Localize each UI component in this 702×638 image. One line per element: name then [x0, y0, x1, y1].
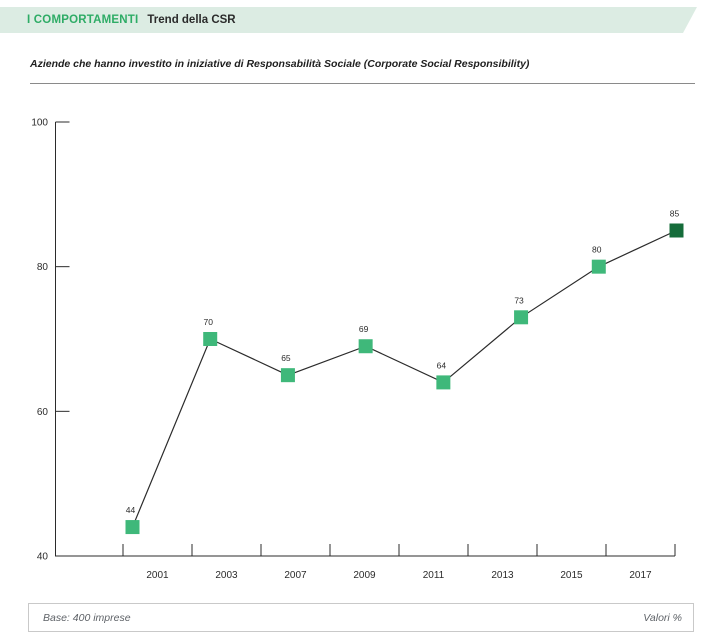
y-axis-label: 80 [37, 262, 49, 273]
data-point-marker [280, 368, 295, 383]
data-point-value: 64 [437, 360, 447, 370]
chart-footer: Base: 400 imprese Valori % [28, 603, 694, 632]
chart-subtitle: Aziende che hanno investito in iniziativ… [30, 58, 530, 70]
data-point-value: 69 [359, 324, 369, 334]
data-point-marker [669, 223, 684, 238]
x-axis-label: 2003 [215, 570, 238, 581]
values-unit-note: Valori % [643, 611, 682, 624]
x-axis-label: 2017 [629, 570, 652, 581]
x-axis-label: 2009 [353, 570, 376, 581]
data-point-marker [203, 332, 218, 346]
data-point-value: 70 [203, 317, 213, 327]
y-axis-label: 100 [31, 118, 48, 129]
data-point-marker [358, 339, 373, 354]
y-axis-label: 60 [37, 407, 49, 418]
x-axis-label: 2015 [560, 570, 583, 581]
data-point-value: 44 [126, 505, 136, 515]
x-axis-label: 2011 [423, 570, 445, 581]
data-point-value: 85 [670, 209, 680, 219]
data-point-value: 65 [281, 353, 291, 363]
x-axis-label: 2001 [146, 570, 169, 581]
x-axis-label: 2013 [491, 570, 514, 581]
x-axis-label: 2007 [284, 570, 307, 581]
base-note: Base: 400 imprese [43, 611, 131, 624]
data-point-marker [125, 520, 140, 535]
section-label: I COMPORTAMENTI [27, 14, 139, 26]
data-point-marker [436, 375, 451, 390]
divider-line [30, 83, 695, 84]
data-point-marker [514, 310, 529, 325]
page-title: Trend della CSR [147, 14, 236, 26]
trend-line [131, 229, 677, 528]
section-header-bar: I COMPORTAMENTI Trend della CSR [0, 7, 697, 33]
chart-axes [55, 122, 675, 557]
data-point-marker [591, 259, 606, 274]
data-point-value: 80 [592, 245, 602, 255]
data-point-value: 73 [514, 295, 524, 305]
y-axis-label: 40 [37, 552, 49, 563]
